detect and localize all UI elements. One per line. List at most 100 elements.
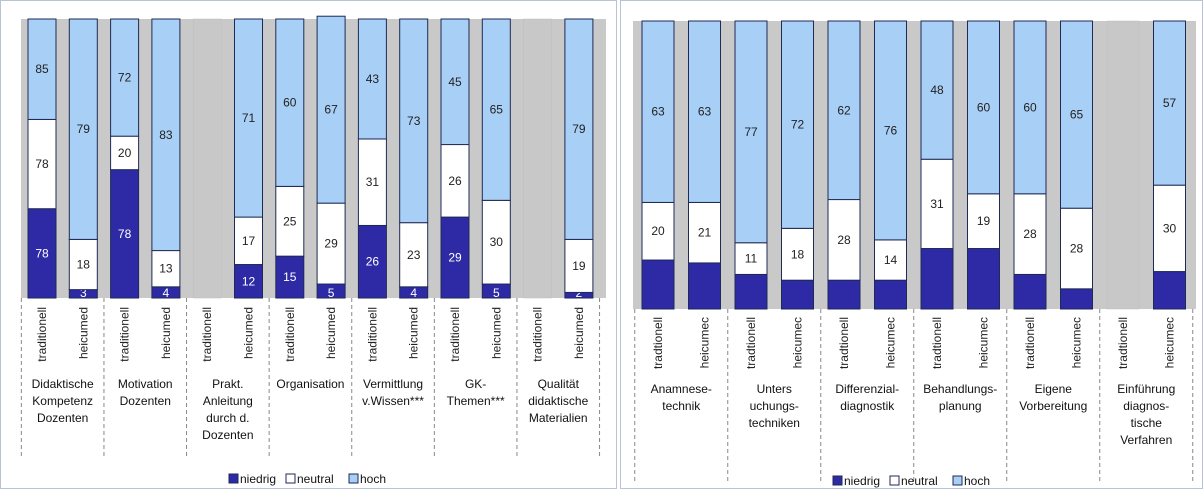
left-stacked-bar-chart: 78 78 85 traditionell 3 18 79 heicumed 78 20 72 tra… — [20, 15, 606, 486]
bar-segment-hoch — [564, 18, 594, 240]
group-label-line: diagnos- — [1123, 399, 1169, 413]
bar-segment-neutral — [357, 138, 387, 226]
x-tick-label: tradtionell — [1023, 317, 1037, 369]
data-label-neutral: 26 — [448, 174, 462, 188]
data-label-hoch: 63 — [698, 105, 712, 119]
legend-label-hoch: hoch — [964, 474, 990, 488]
bar-segment-niedrig — [734, 273, 768, 310]
group-label: Motivation Dozenten — [118, 377, 173, 408]
x-tick-label: heicumec — [791, 317, 805, 368]
plot-area — [633, 21, 1196, 309]
data-label-neutral: 28 — [1023, 227, 1037, 241]
data-label-neutral: 28 — [1070, 242, 1084, 256]
legend-swatch-niedrig — [832, 475, 843, 486]
group-label-line: Unters — [757, 382, 792, 396]
x-tick-label: traditionell — [365, 307, 379, 362]
bar-segment-niedrig — [1060, 288, 1093, 310]
bar-segment-neutral — [440, 144, 470, 218]
group-label-line: Qualität — [538, 377, 580, 391]
data-label-neutral: 30 — [490, 235, 504, 249]
data-label-hoch: 85 — [35, 62, 49, 76]
x-tick-label: tradtionell — [837, 317, 851, 369]
data-label-neutral: 20 — [651, 224, 665, 238]
data-label-hoch: 83 — [159, 128, 173, 142]
group-label-line: Verfahren — [1120, 433, 1172, 447]
data-label-niedrig: 2 — [576, 286, 583, 300]
group-label-line: Vorbereitung — [1019, 399, 1087, 413]
data-label-niedrig: 26 — [366, 255, 380, 269]
data-label-neutral: 29 — [324, 237, 338, 251]
group-label: GK- Themen*** — [447, 377, 505, 408]
data-label-hoch: 65 — [1070, 108, 1084, 122]
group-label-line: Eigene — [1035, 382, 1073, 396]
data-label-hoch: 60 — [1023, 100, 1037, 114]
data-label-neutral: 13 — [159, 262, 173, 276]
data-label-neutral: 28 — [837, 233, 851, 247]
bar-missing — [192, 18, 222, 299]
bar-segment-hoch — [151, 18, 181, 252]
data-label-niedrig: 15 — [283, 270, 297, 284]
x-tick-label: tradtionell — [651, 317, 665, 369]
data-label-neutral: 11 — [745, 252, 758, 266]
bar-segment-hoch — [110, 18, 140, 137]
legend-swatch-hoch — [348, 473, 359, 484]
group-label-line: v.Wissen*** — [362, 394, 424, 408]
data-label-neutral: 31 — [366, 175, 380, 189]
data-label-niedrig: 78 — [118, 227, 132, 241]
data-label-neutral: 18 — [77, 258, 91, 272]
bar-missing — [1106, 20, 1140, 310]
bar-segment-hoch — [481, 18, 511, 201]
group-label-line: uchungs- — [750, 399, 799, 413]
bar-segment-neutral — [641, 201, 675, 261]
bar-segment-niedrig — [234, 264, 263, 299]
group-label: Eigene Vorbereitung — [1019, 382, 1087, 413]
left-chart-panel: 78 78 85 traditionell 3 18 79 heicumed 78 20 72 tra… — [0, 0, 617, 489]
group-label-line: Organisation — [276, 377, 344, 391]
bar-segment-niedrig — [781, 279, 814, 310]
x-tick-label: traditionell — [118, 307, 132, 362]
bar-segment-neutral — [151, 250, 181, 288]
legend-swatch-neutral — [285, 473, 296, 484]
data-label-neutral: 14 — [884, 253, 898, 267]
bar-segment-hoch — [27, 18, 57, 120]
legend-label-hoch: hoch — [360, 472, 386, 486]
bar-segment-neutral — [1060, 207, 1093, 290]
bar-segment-hoch — [357, 18, 387, 140]
group-label-line: Dozenten — [120, 394, 171, 408]
group-label: Prakt. Anleitung durch d. Dozenten — [202, 377, 253, 442]
data-label-niedrig: 3 — [80, 286, 87, 300]
x-tick-label: tradtionell — [1116, 317, 1130, 369]
group-label-line: Dozenten — [202, 428, 253, 442]
x-tick-label: heicumed — [407, 307, 421, 359]
bar-segment-hoch — [967, 20, 1000, 195]
bar-segment-neutral — [316, 202, 346, 285]
legend-swatch-niedrig — [228, 473, 239, 484]
group-label: Didaktische Kompetenz Dozenten — [32, 377, 94, 425]
x-tick-label: heicumec — [884, 317, 898, 368]
x-tick-label: heicumec — [698, 317, 712, 368]
x-tick-label: heicumed — [489, 307, 503, 359]
group-label-line: Anleitung — [203, 394, 253, 408]
data-label-hoch: 77 — [744, 125, 758, 139]
bar-segment-hoch — [641, 20, 675, 203]
group-label-line: Themen*** — [447, 394, 505, 408]
x-tick-label: traditionell — [448, 307, 462, 362]
x-tick-label: heicumec — [1070, 317, 1084, 368]
bar-segment-hoch — [440, 18, 470, 146]
bar-segment-niedrig — [827, 279, 861, 310]
x-tick-label: heicumed — [159, 307, 173, 359]
data-label-neutral: 30 — [1163, 221, 1177, 235]
data-label-neutral: 21 — [698, 226, 712, 240]
data-label-niedrig: 78 — [35, 246, 49, 260]
group-label-line: technik — [662, 399, 701, 413]
group-label: Organisation — [276, 377, 344, 391]
group-label: Anamnese-technik — [651, 382, 712, 413]
group-label-line: Differenzial- — [835, 382, 899, 396]
bar-segment-niedrig — [1153, 271, 1186, 310]
bar-segment-neutral — [781, 227, 814, 281]
group-label: Differenzial-diagnostik — [835, 382, 899, 413]
legend-swatch-neutral — [889, 475, 900, 486]
data-label-niedrig: 12 — [242, 274, 256, 288]
bar-segment-neutral — [481, 199, 511, 285]
group-label-line: Kompetenz — [32, 394, 93, 408]
